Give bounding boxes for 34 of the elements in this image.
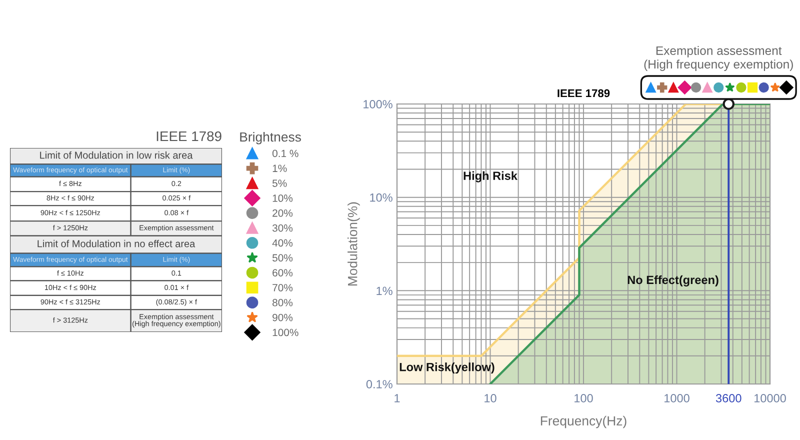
x-tick-label: 3600 — [716, 394, 742, 402]
x-tick-label: 100 — [574, 394, 593, 402]
legend-label: 60% — [272, 269, 293, 276]
legend-label: 30% — [272, 224, 293, 232]
annotation: High Risk — [464, 171, 518, 182]
legend-label: 1% — [272, 164, 287, 172]
chart-title: IEEE 1789 — [558, 89, 610, 98]
x-tick-label: 1000 — [664, 394, 690, 402]
legend-label: 50% — [272, 254, 293, 262]
legend-label: 20% — [272, 209, 293, 217]
y-tick-label: 100% — [364, 100, 392, 108]
legend-label: 10% — [272, 194, 293, 202]
text: Limit of Modulation in no effect area — [38, 240, 196, 248]
legend-title: Brightness — [240, 132, 301, 144]
x-tick-label: 10000 — [754, 394, 786, 402]
legend-label: 40% — [272, 239, 293, 247]
text: IEEE 1789 — [156, 131, 222, 142]
annotation: No Effect(green) — [628, 275, 718, 286]
legend-label: 5% — [272, 180, 287, 187]
y-axis-title: Modulation(%) — [348, 202, 360, 286]
legend-label: 80% — [272, 298, 293, 306]
x-tick-label: 10 — [484, 394, 496, 402]
y-tick-label: 10% — [370, 193, 392, 202]
y-tick-label: 0.1% — [366, 380, 392, 388]
x-axis-title: Frequency(Hz) — [540, 416, 626, 428]
y-tick-label: 1% — [376, 286, 392, 296]
legend-label: 70% — [272, 284, 293, 292]
legend-label: 0.1 % — [272, 150, 298, 158]
text: Limit of Modulation in low risk area — [40, 151, 193, 159]
legend-label: 100% — [272, 328, 298, 336]
legend-label: 90% — [272, 314, 293, 322]
annotation: Exemption assessment (High frequency exemption) — [644, 46, 793, 71]
annotation: Low Risk(yellow) — [400, 362, 494, 374]
x-tick-label: 1 — [394, 394, 400, 402]
